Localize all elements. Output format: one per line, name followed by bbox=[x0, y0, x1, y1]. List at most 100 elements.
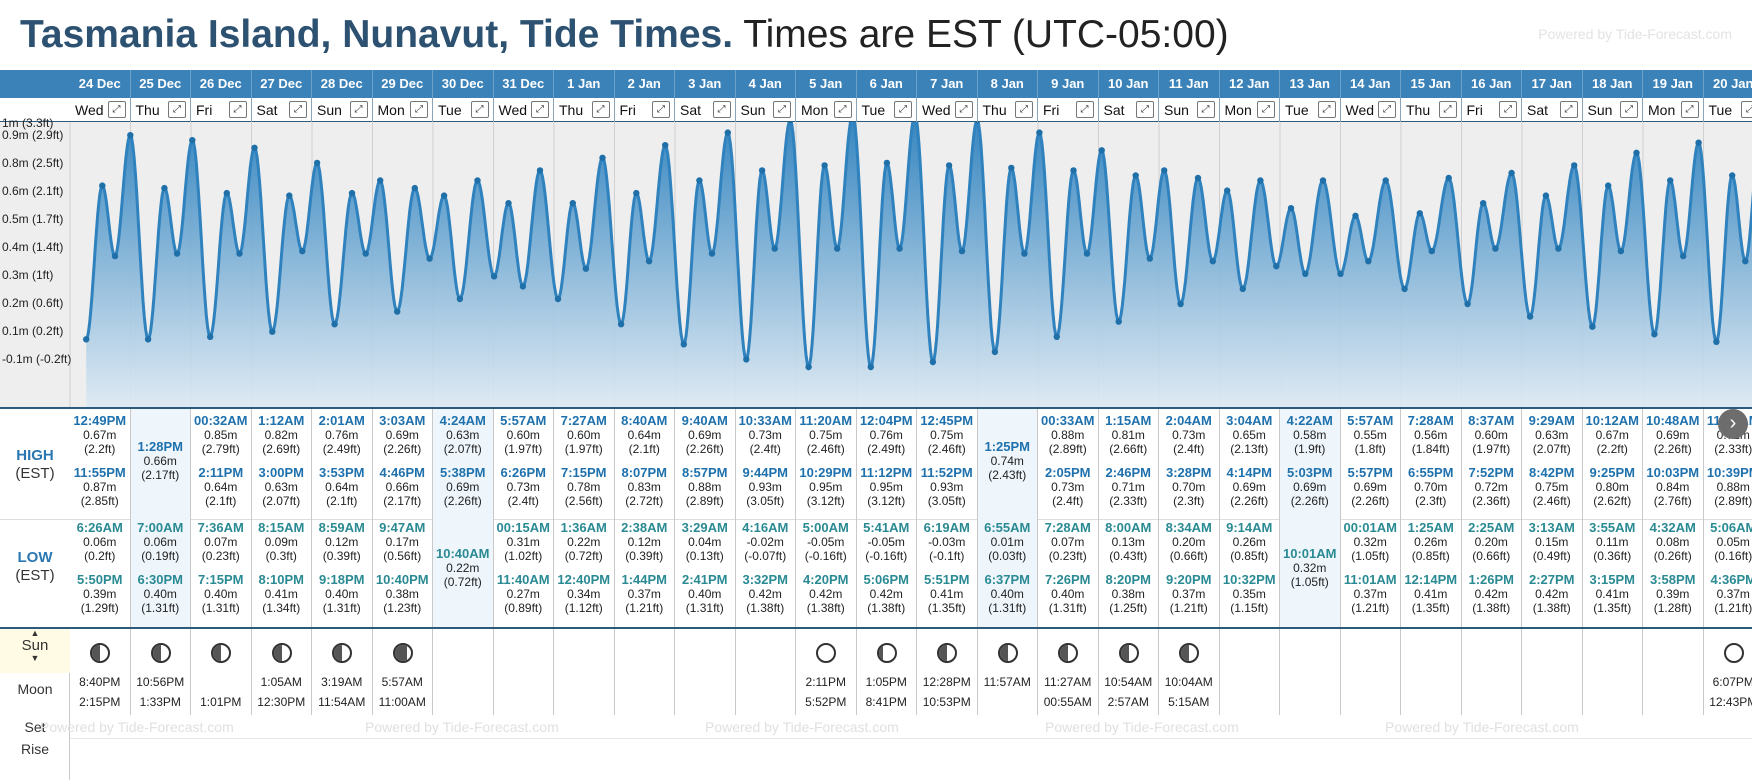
low-tide-point[interactable] bbox=[1555, 245, 1562, 252]
high-tide-point[interactable] bbox=[696, 177, 703, 184]
low-tide-point[interactable] bbox=[1492, 245, 1499, 252]
low-tide-point[interactable] bbox=[1401, 285, 1408, 293]
low-tide-point[interactable] bbox=[708, 250, 716, 257]
low-tide-point[interactable] bbox=[1464, 300, 1471, 308]
expand-icon[interactable]: ⤢ bbox=[107, 101, 126, 118]
low-tide-point[interactable] bbox=[991, 348, 999, 356]
low-tide-point[interactable] bbox=[554, 295, 562, 303]
low-tide-point[interactable] bbox=[207, 333, 214, 340]
low-tide-point[interactable] bbox=[519, 283, 527, 290]
high-tide-point[interactable] bbox=[1695, 139, 1702, 146]
high-tide-point[interactable] bbox=[569, 200, 576, 207]
high-tide-point[interactable] bbox=[440, 192, 448, 199]
high-tide-point[interactable] bbox=[787, 122, 793, 124]
low-tide-point[interactable] bbox=[1302, 270, 1309, 277]
low-tide-point[interactable] bbox=[1651, 331, 1658, 338]
high-tide-point[interactable] bbox=[313, 159, 321, 167]
expand-icon[interactable]: ⤢ bbox=[712, 101, 731, 118]
expand-icon[interactable]: ⤢ bbox=[1741, 101, 1752, 118]
expand-icon[interactable]: ⤢ bbox=[954, 101, 973, 118]
expand-icon[interactable]: ⤢ bbox=[531, 101, 549, 118]
low-tide-point[interactable] bbox=[1713, 338, 1720, 345]
low-tide-point[interactable] bbox=[456, 295, 464, 303]
expand-icon[interactable]: ⤢ bbox=[1015, 101, 1033, 118]
low-tide-point[interactable] bbox=[111, 252, 119, 260]
high-tide-point[interactable] bbox=[536, 167, 544, 174]
high-tide-point[interactable] bbox=[1633, 149, 1640, 156]
high-tide-point[interactable] bbox=[758, 167, 766, 174]
high-tide-point[interactable] bbox=[411, 184, 418, 192]
high-tide-point[interactable] bbox=[189, 137, 196, 144]
low-tide-point[interactable] bbox=[173, 250, 181, 257]
low-tide-point[interactable] bbox=[958, 247, 966, 255]
low-tide-point[interactable] bbox=[1428, 247, 1436, 255]
expand-icon[interactable]: ⤢ bbox=[1196, 101, 1215, 118]
low-tide-point[interactable] bbox=[1273, 263, 1280, 270]
expand-icon[interactable]: ⤢ bbox=[1559, 101, 1578, 118]
low-tide-point[interactable] bbox=[1209, 258, 1217, 265]
high-tide-point[interactable] bbox=[974, 122, 980, 124]
high-tide-point[interactable] bbox=[1605, 182, 1612, 189]
high-tide-point[interactable] bbox=[161, 184, 168, 192]
high-tide-point[interactable] bbox=[883, 159, 891, 167]
expand-icon[interactable]: ⤢ bbox=[894, 101, 912, 118]
high-tide-point[interactable] bbox=[821, 162, 828, 169]
expand-icon[interactable]: ⤢ bbox=[1136, 101, 1154, 118]
high-tide-point[interactable] bbox=[1571, 162, 1578, 169]
high-tide-point[interactable] bbox=[1542, 192, 1550, 199]
expand-icon[interactable]: ⤢ bbox=[1075, 101, 1094, 118]
high-tide-point[interactable] bbox=[945, 162, 953, 169]
low-tide-point[interactable] bbox=[617, 321, 625, 328]
high-tide-point[interactable] bbox=[1667, 177, 1674, 184]
low-tide-point[interactable] bbox=[680, 341, 687, 348]
scroll-right-button[interactable]: › bbox=[1718, 409, 1748, 439]
high-tide-point[interactable] bbox=[1508, 169, 1515, 177]
low-tide-point[interactable] bbox=[805, 363, 812, 371]
low-tide-point[interactable] bbox=[743, 356, 750, 363]
expand-icon[interactable]: ⤢ bbox=[349, 101, 368, 118]
high-tide-point[interactable] bbox=[1098, 147, 1105, 154]
high-tide-point[interactable] bbox=[1480, 200, 1487, 207]
high-tide-point[interactable] bbox=[633, 189, 640, 197]
high-tide-point[interactable] bbox=[662, 142, 669, 149]
high-tide-point[interactable] bbox=[599, 154, 606, 161]
low-tide-point[interactable] bbox=[771, 245, 778, 252]
high-tide-point[interactable] bbox=[1070, 167, 1077, 174]
expand-icon[interactable]: ⤢ bbox=[1620, 101, 1638, 118]
low-tide-point[interactable] bbox=[426, 255, 433, 262]
low-tide-point[interactable] bbox=[582, 265, 590, 272]
high-tide-point[interactable] bbox=[1224, 187, 1231, 194]
low-tide-point[interactable] bbox=[1365, 258, 1372, 265]
high-tide-point[interactable] bbox=[223, 189, 230, 197]
expand-icon[interactable]: ⤢ bbox=[1257, 101, 1275, 118]
high-tide-point[interactable] bbox=[377, 177, 384, 184]
low-tide-point[interactable] bbox=[1617, 247, 1625, 255]
low-tide-point[interactable] bbox=[645, 258, 653, 265]
high-tide-point[interactable] bbox=[1352, 212, 1359, 219]
low-tide-point[interactable] bbox=[1680, 252, 1687, 260]
high-tide-point[interactable] bbox=[474, 177, 481, 184]
expand-icon[interactable]: ⤢ bbox=[833, 101, 852, 118]
low-tide-point[interactable] bbox=[299, 247, 306, 255]
sun-toggle[interactable]: ▲ Sun ▼ bbox=[0, 629, 70, 673]
low-tide-point[interactable] bbox=[1337, 270, 1344, 277]
low-tide-point[interactable] bbox=[362, 250, 369, 257]
high-tide-point[interactable] bbox=[286, 192, 293, 199]
high-tide-point[interactable] bbox=[1132, 172, 1139, 179]
high-tide-point[interactable] bbox=[1416, 210, 1424, 217]
low-tide-point[interactable] bbox=[269, 328, 276, 335]
expand-icon[interactable]: ⤢ bbox=[773, 101, 791, 118]
expand-icon[interactable]: ⤢ bbox=[1680, 101, 1699, 118]
low-tide-point[interactable] bbox=[1239, 285, 1247, 293]
expand-icon[interactable]: ⤢ bbox=[168, 101, 186, 118]
low-tide-point[interactable] bbox=[896, 245, 903, 252]
expand-icon[interactable]: ⤢ bbox=[1378, 101, 1396, 118]
high-tide-point[interactable] bbox=[1729, 172, 1736, 179]
high-tide-point[interactable] bbox=[1008, 164, 1015, 172]
expand-icon[interactable]: ⤢ bbox=[470, 101, 489, 118]
low-tide-point[interactable] bbox=[929, 358, 937, 366]
high-tide-point[interactable] bbox=[1036, 129, 1043, 136]
high-tide-point[interactable] bbox=[1161, 167, 1168, 174]
high-tide-point[interactable] bbox=[1319, 177, 1327, 184]
high-tide-point[interactable] bbox=[1445, 174, 1452, 182]
